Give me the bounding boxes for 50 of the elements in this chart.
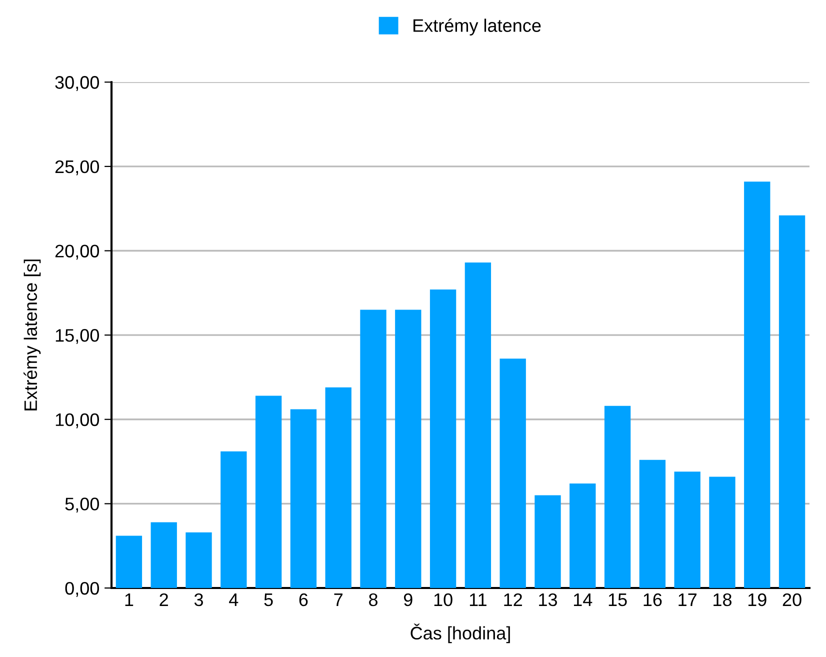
x-tick-label: 19 [748, 593, 766, 606]
y-tick-label: 10,00 [56, 413, 100, 428]
x-tick-label: 10 [434, 593, 452, 606]
bar [290, 409, 317, 588]
x-tick-label: 13 [539, 593, 557, 606]
bar [150, 522, 177, 588]
bar [500, 358, 526, 588]
x-tick-label: 6 [299, 593, 308, 606]
bar [430, 290, 456, 588]
bar [186, 532, 212, 588]
x-tick-label: 1 [125, 594, 134, 606]
bar [464, 262, 492, 588]
bar [220, 451, 247, 588]
y-tick-label: 25,00 [55, 160, 100, 176]
y-tick-label: 20,00 [55, 244, 100, 260]
x-tick-label: 14 [574, 594, 592, 606]
y-tick-label: 30,00 [55, 76, 100, 91]
bar [604, 406, 631, 588]
x-tick-label: 5 [264, 594, 273, 606]
y-tick-label: 0,00 [65, 582, 99, 597]
x-tick-label: 17 [678, 594, 696, 606]
x-tick-label: 8 [369, 593, 378, 606]
bar [778, 215, 806, 588]
bar [570, 483, 596, 588]
x-tick-label: 9 [404, 593, 412, 606]
x-tick-label: 20 [782, 593, 802, 606]
x-tick-label: 3 [194, 593, 203, 606]
x-tick-label: 16 [644, 593, 662, 606]
x-tick-label: 4 [229, 594, 238, 606]
bar [744, 182, 770, 588]
bar [639, 460, 666, 588]
bar [325, 387, 352, 588]
x-tick-label: 11 [470, 594, 486, 606]
x-tick-label: 7 [334, 594, 342, 606]
bar [534, 495, 561, 588]
bar [674, 472, 700, 588]
y-tick-label: 15,00 [56, 329, 100, 344]
bar [116, 536, 142, 588]
x-tick-label: 2 [160, 593, 168, 606]
x-tick-label: 15 [608, 594, 627, 606]
legend-label: Extrémy latence [414, 18, 541, 36]
bar [709, 476, 736, 588]
bar [360, 310, 386, 588]
bar [395, 310, 422, 588]
y-tick-label: 5,00 [65, 498, 99, 513]
bar [255, 396, 282, 588]
y-axis-title: Extrémy latence [s] [24, 260, 41, 410]
x-tick-label: 18 [714, 593, 732, 606]
x-tick-label: 12 [504, 593, 522, 606]
x-axis-title: Čas [hodina] [410, 624, 510, 644]
